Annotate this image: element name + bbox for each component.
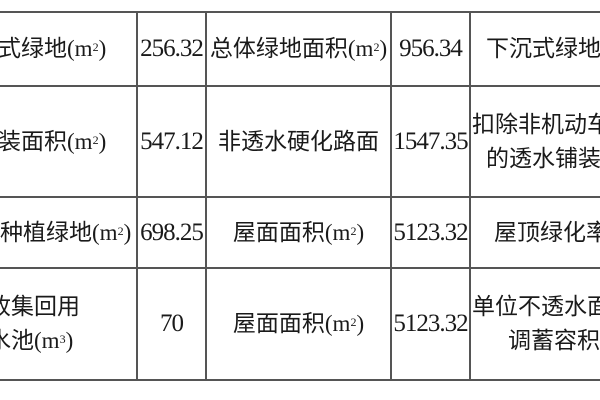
- table-cell: 698.25: [140, 218, 204, 246]
- cell-text: 扣除非机动车: [472, 111, 600, 137]
- table-cell: 5123.32: [393, 310, 468, 337]
- cell-text: 总体绿地面积(m: [209, 36, 374, 61]
- cell-text: 水池(m: [0, 328, 60, 353]
- cell-text: 装面积(m: [0, 128, 93, 154]
- table-cell: 956.34: [399, 35, 463, 62]
- table-cell: 种植绿地(m2): [0, 198, 136, 267]
- row-divider: [0, 85, 600, 87]
- table-cell: 单位不透水面 调蓄容积: [472, 269, 600, 379]
- table-cell: 总体绿地面积(m2): [207, 13, 390, 85]
- col-divider: [469, 12, 471, 381]
- cell-text: 式绿地(m: [0, 36, 93, 61]
- cell-text: 单位不透水面: [472, 294, 600, 319]
- cell-text: ): [356, 219, 365, 245]
- superscript: 2: [92, 132, 99, 147]
- table-cell: 下沉式绿地: [486, 13, 600, 85]
- table-cell: 70: [160, 310, 184, 337]
- cell-text: 屋顶绿化率: [494, 219, 600, 245]
- cell-text: 下沉式绿地: [486, 36, 600, 61]
- table-cell: 547.12: [140, 127, 204, 155]
- cell-text: ): [65, 328, 74, 353]
- table-cell: 扣除非机动车 的透水铺装: [472, 87, 600, 196]
- superscript: 2: [350, 223, 357, 238]
- row-divider: [0, 196, 600, 198]
- cell-text: ): [123, 219, 132, 245]
- cell-text: 非透水硬化路面: [218, 128, 379, 154]
- cell-text: ): [98, 128, 107, 154]
- table-cell: 5123.32: [393, 218, 468, 246]
- superscript: 2: [117, 223, 124, 238]
- table-cell: 收集回用 水池(m3): [0, 269, 136, 379]
- row-divider: [0, 267, 600, 269]
- cell-text: 屋面面积(m: [232, 219, 351, 245]
- cell-text: 收集回用: [0, 294, 80, 319]
- superscript: 2: [92, 40, 99, 54]
- superscript: 3: [59, 332, 66, 346]
- table-cell: 非透水硬化路面: [207, 87, 390, 196]
- superscript: 2: [350, 315, 357, 329]
- table-border-bottom: [0, 379, 600, 381]
- cell-text: ): [356, 311, 365, 336]
- col-divider: [136, 12, 138, 381]
- col-divider: [205, 12, 207, 381]
- table-cell: 屋面面积(m2): [207, 198, 390, 267]
- table-border-top: [0, 11, 600, 13]
- cell-text: 屋面面积(m: [232, 311, 351, 336]
- table-cell: 屋面面积(m2): [207, 269, 390, 379]
- cell-text: 种植绿地(m: [0, 219, 118, 245]
- table-cell: 装面积(m2): [0, 87, 136, 196]
- cell-text: ): [379, 36, 388, 61]
- table-cell: 256.32: [140, 35, 204, 62]
- table-cell: 1547.35: [393, 127, 468, 155]
- table-cell: 式绿地(m2): [0, 13, 136, 85]
- col-divider: [390, 12, 392, 381]
- cell-text: 调蓄容积: [508, 328, 600, 353]
- superscript: 2: [373, 40, 380, 54]
- table-cell: 屋顶绿化率: [494, 198, 600, 267]
- cell-text: 的透水铺装: [486, 145, 600, 171]
- cell-text: ): [98, 36, 107, 61]
